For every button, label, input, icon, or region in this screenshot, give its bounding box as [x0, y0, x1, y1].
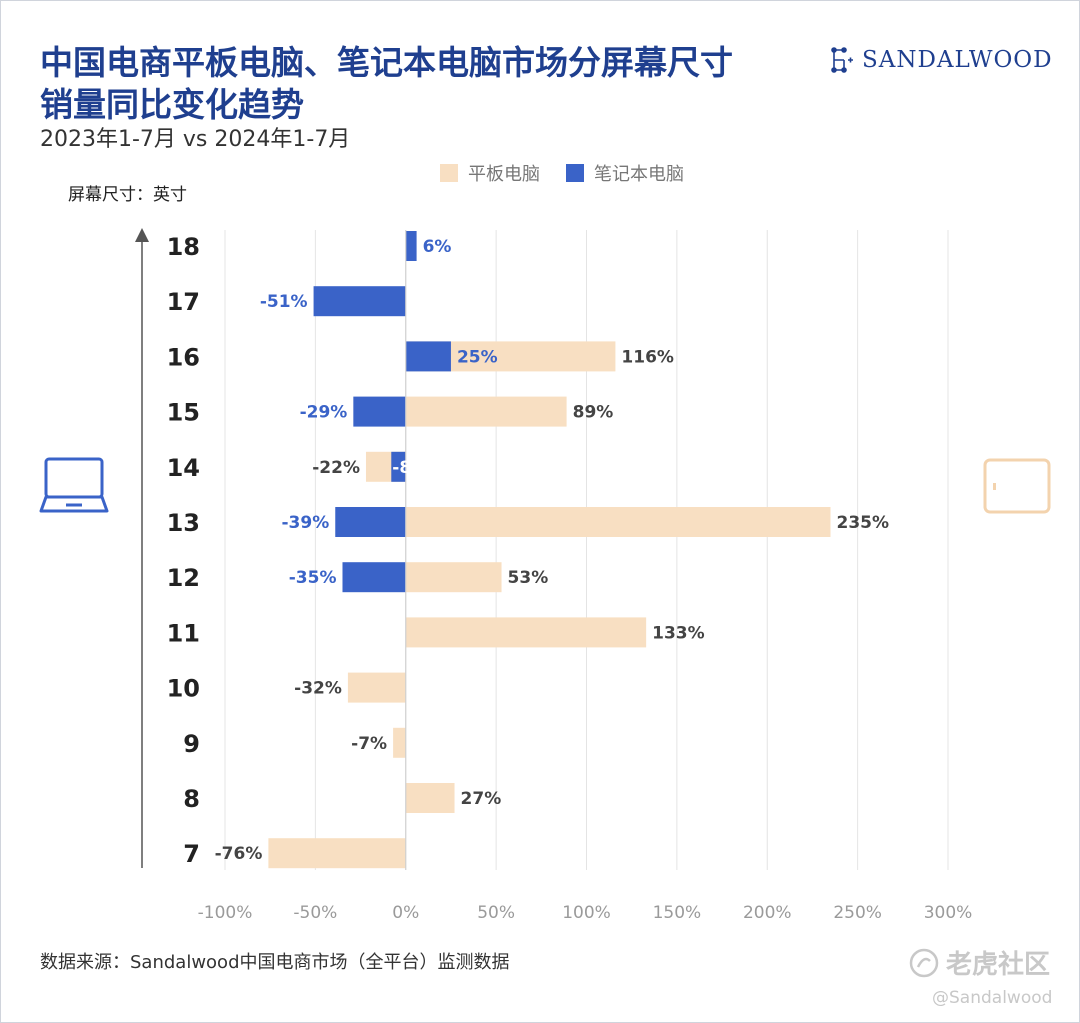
y-tick-label: 13 [167, 509, 200, 537]
bar-tablet [405, 562, 502, 593]
laptop-icon [39, 457, 109, 513]
data-label-laptop: -51% [260, 292, 308, 312]
data-label-tablet: 116% [621, 347, 674, 367]
bar-tablet [405, 507, 831, 537]
x-tick-label: 200% [743, 903, 792, 923]
y-tick-label: 7 [183, 840, 200, 868]
bar-laptop [313, 286, 406, 317]
y-tick-label: 14 [167, 454, 200, 482]
y-tick-label: 8 [183, 785, 200, 813]
data-label-tablet: -22% [312, 458, 360, 478]
x-tick-label: 0% [392, 903, 419, 923]
bar-laptop [353, 396, 406, 427]
chart-legend: 平板电脑 笔记本电脑 [440, 160, 684, 186]
legend-item-laptop: 笔记本电脑 [566, 160, 684, 186]
x-tick-label: 150% [653, 903, 702, 923]
chart-title-line-2: 销量同比变化趋势 [40, 85, 304, 124]
bar-tablet [347, 672, 406, 703]
watermark: 老虎社区 [908, 944, 1050, 981]
chart-title: 中国电商平板电脑、笔记本电脑市场分屏幕尺寸 销量同比变化趋势 [40, 42, 733, 126]
brand-logo: SANDALWOOD [828, 46, 1053, 74]
data-label-tablet: 133% [652, 623, 705, 643]
tablet-icon [983, 458, 1051, 514]
bar-laptop [405, 341, 451, 372]
watermark-text: 老虎社区 [946, 950, 1051, 980]
y-tick-label: 12 [167, 564, 200, 592]
y-tick-label: 16 [167, 343, 200, 371]
brand-name: SANDALWOOD [862, 47, 1053, 73]
x-tick-label: 300% [924, 903, 973, 923]
x-tick-label: -100% [198, 903, 253, 923]
bar-tablet [268, 838, 406, 869]
chart-subtitle: 2023年1-7月 vs 2024年1-7月 [40, 127, 351, 152]
x-tick-label: 50% [477, 903, 515, 923]
data-label-laptop: -8% [392, 458, 428, 478]
x-tick-label: 100% [562, 903, 611, 923]
y-axis-arrow [135, 228, 149, 242]
bar-laptop [391, 451, 406, 482]
bar-tablet [405, 783, 455, 813]
bar-chart: -100% -50% 0% 50% 100% 150% 200% 250% 300% 18 17 16… [135, 228, 973, 923]
data-label-laptop: -29% [300, 403, 348, 423]
data-label-tablet: -7% [351, 734, 387, 754]
y-tick-label: 17 [167, 288, 200, 316]
y-tick-label: 18 [167, 233, 200, 261]
legend-label-tablet: 平板电脑 [468, 164, 540, 185]
data-label-tablet: -76% [215, 844, 263, 864]
chart-title-line-1: 中国电商平板电脑、笔记本电脑市场分屏幕尺寸 [40, 43, 733, 82]
bar-laptop [335, 507, 406, 537]
data-label-laptop: -39% [282, 513, 330, 533]
bar-tablet [405, 396, 567, 427]
y-tick-label: 15 [167, 399, 200, 427]
tiger-community-icon [909, 948, 939, 977]
bar-laptop [342, 562, 406, 593]
x-tick-label: 250% [833, 903, 882, 923]
y-tick-label: 10 [167, 675, 200, 703]
data-label-tablet: -32% [294, 679, 342, 699]
data-label-tablet: 53% [508, 568, 549, 588]
y-axis-label: 屏幕尺寸：英寸 [68, 185, 187, 205]
sandalwood-logo-icon [831, 47, 853, 73]
data-source-note: 数据来源：Sandalwood中国电商市场（全平台）监测数据 [40, 952, 510, 973]
data-label-laptop: -35% [289, 568, 337, 588]
bar-tablet [405, 617, 647, 648]
data-label-tablet: 27% [461, 789, 502, 809]
watermark-handle: @Sandalwood [932, 988, 1053, 1008]
y-tick-label: 9 [183, 730, 200, 758]
data-label-laptop: 6% [423, 237, 452, 257]
legend-swatch-laptop [566, 164, 584, 182]
data-label-laptop: 25% [457, 347, 498, 367]
legend-swatch-tablet [440, 164, 458, 182]
data-label-tablet: 235% [837, 513, 890, 533]
legend-item-tablet: 平板电脑 [440, 160, 540, 186]
x-tick-label: -50% [293, 903, 337, 923]
data-label-tablet: 89% [573, 403, 614, 423]
bar-laptop [405, 231, 417, 261]
y-tick-label: 11 [167, 619, 200, 647]
bar-tablet [393, 727, 406, 758]
legend-label-laptop: 笔记本电脑 [594, 164, 684, 185]
